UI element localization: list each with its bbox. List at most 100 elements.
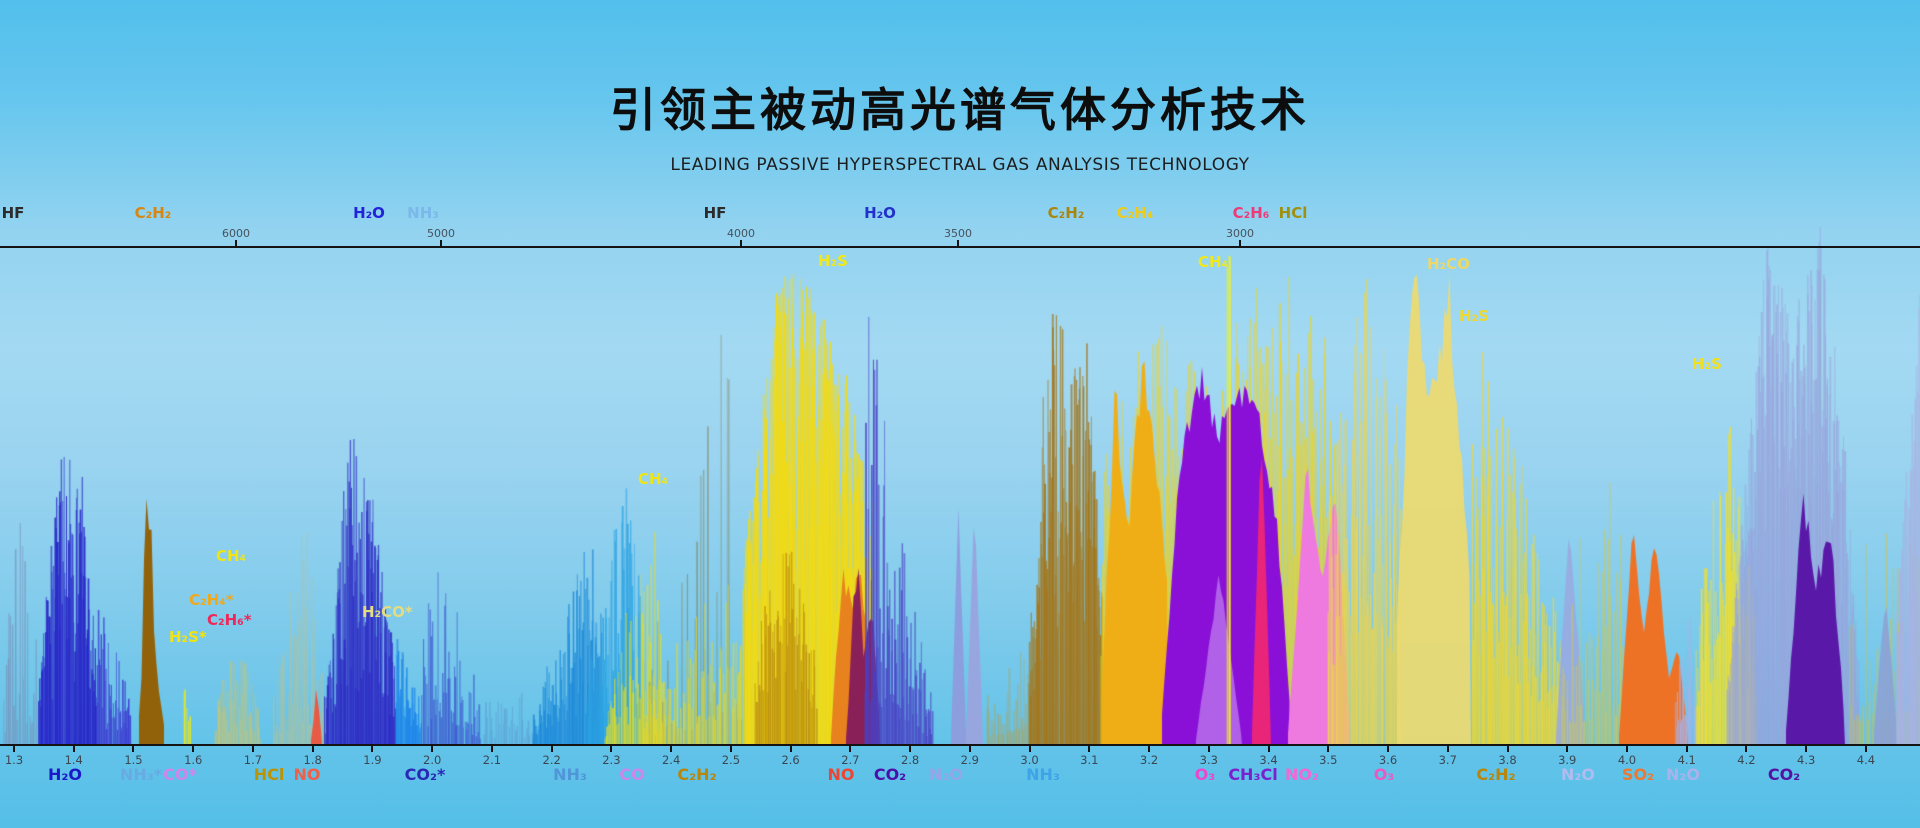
bottom-gas-label: NO [827, 765, 855, 784]
wavelength-tick-label: 1.8 [303, 753, 322, 767]
wavelength-tick-label: 4.1 [1677, 753, 1696, 767]
wavelength-tick-label: 2.1 [482, 753, 502, 767]
wavelength-tick-mark [670, 746, 673, 752]
wavelength-tick-mark [789, 746, 792, 752]
wavelength-tick-mark [909, 746, 912, 752]
top-gas-label: HCl [1278, 204, 1308, 222]
top-gas-label: C₂H₂ [134, 204, 172, 222]
top-gas-label: HF [703, 204, 727, 222]
wavelength-tick-mark [1745, 746, 1748, 752]
wavelength-tick-mark [1805, 746, 1808, 752]
bottom-gas-label: NO [293, 765, 321, 784]
bottom-gas-label: CO₂ [1767, 765, 1801, 784]
wavelength-tick-label: 2.4 [661, 753, 681, 767]
wavelength-tick-label: 1.5 [124, 753, 143, 767]
bottom-gas-label: H₂O [48, 765, 82, 784]
wavenumber-tick-mark [740, 240, 742, 246]
bottom-gas-label: SO₂ [1621, 765, 1655, 784]
wavelength-tick-mark [849, 746, 852, 752]
bottom-axis-line [0, 744, 1920, 746]
bottom-gas-label: CO [619, 765, 645, 784]
bottom-gas-label: N₂O [1666, 765, 1700, 784]
wavelength-tick-mark [192, 746, 195, 752]
inchart-gas-label: CH₄ [1198, 253, 1229, 271]
wavelength-tick-mark [1685, 746, 1688, 752]
wavelength-tick-label: 1.9 [363, 753, 382, 767]
bottom-gas-label: NH₃* [119, 765, 163, 784]
page-title: 引领主被动高光谱气体分析技术 [610, 83, 1310, 137]
inchart-gas-label: H₂S [1692, 355, 1722, 373]
wavelength-tick-label: 3.4 [1259, 753, 1278, 767]
top-gas-label: HF [1, 204, 25, 222]
wavelength-tick-label: 3.6 [1378, 753, 1398, 767]
wavelength-tick-mark [1207, 746, 1210, 752]
wavelength-tick-mark [132, 746, 135, 752]
inchart-gas-label: CH₄ [638, 470, 669, 488]
wavenumber-tick-mark [440, 240, 442, 246]
wavelength-tick-label: 2.2 [542, 753, 561, 767]
top-gas-label: C₂H₆ [1232, 204, 1270, 222]
wavenumber-tick-label: 4000 [727, 227, 755, 240]
page-subtitle: LEADING PASSIVE HYPERSPECTRAL GAS ANALYS… [670, 155, 1250, 175]
inchart-gas-label: H₂CO* [362, 603, 413, 621]
wavelength-tick-label: 3.0 [1020, 753, 1039, 767]
inchart-gas-label: H₂S [818, 252, 848, 270]
wavelength-tick-label: 1.3 [4, 753, 24, 767]
wavelength-tick-mark [1506, 746, 1509, 752]
wavelength-tick-mark [1148, 746, 1151, 752]
wavenumber-tick-mark [235, 240, 237, 246]
wavelength-tick-mark [610, 746, 613, 752]
wavelength-tick-mark [251, 746, 254, 752]
inchart-gas-label: H₂S [1459, 307, 1489, 325]
wavenumber-tick-mark [957, 240, 959, 246]
bottom-gas-label: C₂H₂ [1476, 765, 1516, 784]
wavelength-tick-mark [729, 746, 732, 752]
wavelength-tick-mark [1625, 746, 1628, 752]
wavelength-tick-mark [1446, 746, 1449, 752]
wavelength-tick-mark [371, 746, 374, 752]
inchart-gas-label: CH₄ [216, 547, 247, 565]
bottom-gas-label: N₂O [1561, 765, 1595, 784]
bottom-gas-label: HCl [253, 765, 285, 784]
bottom-gas-label: NO₂ [1285, 765, 1319, 784]
wavelength-tick-mark [1088, 746, 1091, 752]
bottom-gas-label: CH₃Cl [1228, 765, 1278, 784]
bottom-gas-label: NH₃ [553, 765, 587, 784]
inchart-gas-label: C₂H₆* [207, 611, 252, 629]
wavelength-tick-mark [1566, 746, 1569, 752]
wavelength-tick-label: 4.3 [1797, 753, 1816, 767]
wavelength-tick-mark [13, 746, 15, 752]
wavelength-tick-label: 2.9 [960, 753, 979, 767]
inchart-gas-label: H₂CO [1427, 255, 1470, 273]
wavelength-tick-label: 2.7 [841, 753, 860, 767]
wavelength-tick-mark [72, 746, 75, 752]
wavenumber-tick-mark [1239, 240, 1241, 246]
wavelength-tick-mark [490, 746, 493, 752]
wavelength-tick-label: 4.0 [1617, 753, 1637, 767]
wavelength-tick-label: 1.6 [184, 753, 203, 767]
inchart-gas-label: H₂S* [169, 628, 207, 646]
wavelength-tick-label: 2.6 [781, 753, 800, 767]
bottom-gas-label: N₂O [929, 765, 963, 784]
top-gas-label: C₂H₂ [1047, 204, 1085, 222]
wavenumber-tick-label: 3500 [944, 227, 972, 240]
wavelength-tick-mark [1267, 746, 1270, 752]
top-gas-label: NH₃ [407, 204, 439, 222]
wavelength-tick-mark [1028, 746, 1031, 752]
bottom-gas-label: NH₃ [1026, 765, 1060, 784]
top-gas-label: H₂O [353, 204, 385, 222]
wavelength-tick-mark [1864, 746, 1867, 752]
inchart-gas-label: C₂H₄* [189, 591, 234, 609]
bottom-gas-label: CO₂ [873, 765, 907, 784]
wavelength-tick-label: 3.5 [1319, 753, 1338, 767]
bottom-gas-label: O₃ [1373, 765, 1395, 784]
top-gas-label: C₂H₄ [1116, 204, 1154, 222]
wavelength-tick-mark [1387, 746, 1390, 752]
wavelength-tick-label: 3.7 [1438, 753, 1457, 767]
wavelength-tick-label: 4.2 [1737, 753, 1756, 767]
wavelength-tick-label: 3.8 [1498, 753, 1517, 767]
wavelength-tick-label: 1.7 [243, 753, 263, 767]
wavelength-tick-label: 3.1 [1080, 753, 1099, 767]
bottom-gas-label: C₂H₂ [677, 765, 717, 784]
